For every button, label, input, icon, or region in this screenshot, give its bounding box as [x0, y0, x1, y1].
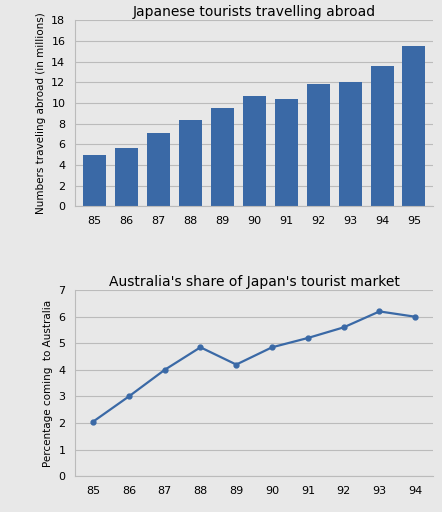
- Bar: [370, 66, 393, 206]
- Bar: [211, 109, 234, 206]
- Y-axis label: Numbers traveling abroad (in millions): Numbers traveling abroad (in millions): [36, 13, 46, 215]
- Bar: [115, 147, 138, 206]
- Bar: [339, 82, 362, 206]
- Bar: [403, 46, 426, 206]
- Title: Japanese tourists travelling abroad: Japanese tourists travelling abroad: [133, 5, 376, 19]
- Bar: [179, 120, 202, 206]
- Bar: [307, 83, 330, 206]
- Bar: [274, 99, 297, 206]
- Title: Australia's share of Japan's tourist market: Australia's share of Japan's tourist mar…: [109, 275, 400, 289]
- Y-axis label: Percentage coming  to Australia: Percentage coming to Australia: [43, 300, 53, 467]
- Bar: [243, 96, 266, 206]
- Bar: [147, 133, 170, 206]
- Bar: [83, 155, 106, 206]
